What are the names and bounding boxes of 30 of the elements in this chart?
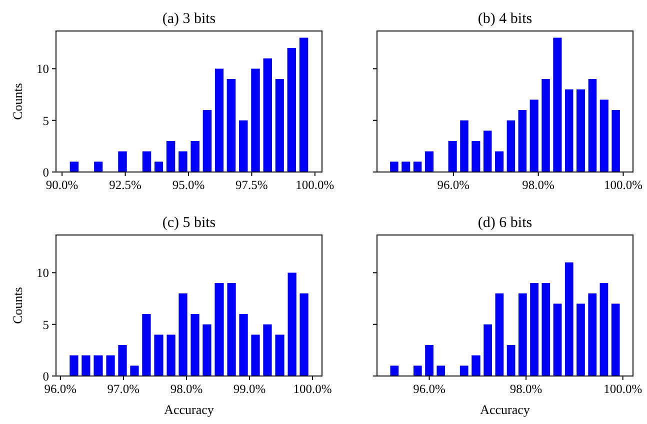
- y-tick-label: 5: [42, 114, 49, 128]
- x-tick-label: 99.0%: [233, 382, 266, 396]
- x-tick-label: 98.0%: [170, 382, 203, 396]
- y-axis-title: Counts: [10, 83, 25, 120]
- y-tick-label: 0: [42, 370, 49, 384]
- x-axis-title: Accuracy: [164, 402, 214, 417]
- y-axis-title: Counts: [10, 287, 25, 324]
- chart-title: (b) 4 bits: [478, 11, 532, 27]
- x-tick-label: 100.0%: [604, 178, 643, 192]
- x-tick-label: 96.0%: [44, 382, 77, 396]
- x-tick-label: 97.5%: [236, 178, 268, 192]
- x-tick-label: 92.5%: [109, 178, 142, 192]
- x-tick-label: 100.0%: [296, 178, 334, 192]
- x-tick-label: 97.0%: [107, 382, 140, 396]
- y-tick-label: 5: [42, 318, 49, 332]
- chart-title: (c) 5 bits: [162, 215, 216, 231]
- x-tick-label: 98.0%: [522, 178, 554, 192]
- y-tick-label: 0: [42, 166, 49, 180]
- x-tick-label: 96.0%: [437, 178, 470, 192]
- x-tick-label: 96.0%: [413, 382, 446, 396]
- x-tick-label: 90.0%: [46, 178, 78, 192]
- chart-title: (d) 6 bits: [478, 215, 532, 231]
- x-axis-title: Accuracy: [480, 402, 530, 417]
- x-tick-label: 100.0%: [293, 382, 332, 396]
- chart-title: (a) 3 bits: [162, 11, 216, 27]
- x-tick-label: 98.0%: [510, 382, 542, 396]
- y-tick-label: 10: [36, 62, 49, 76]
- x-tick-label: 100.0%: [604, 382, 642, 396]
- x-tick-label: 95.0%: [172, 178, 205, 192]
- y-tick-label: 10: [36, 266, 49, 280]
